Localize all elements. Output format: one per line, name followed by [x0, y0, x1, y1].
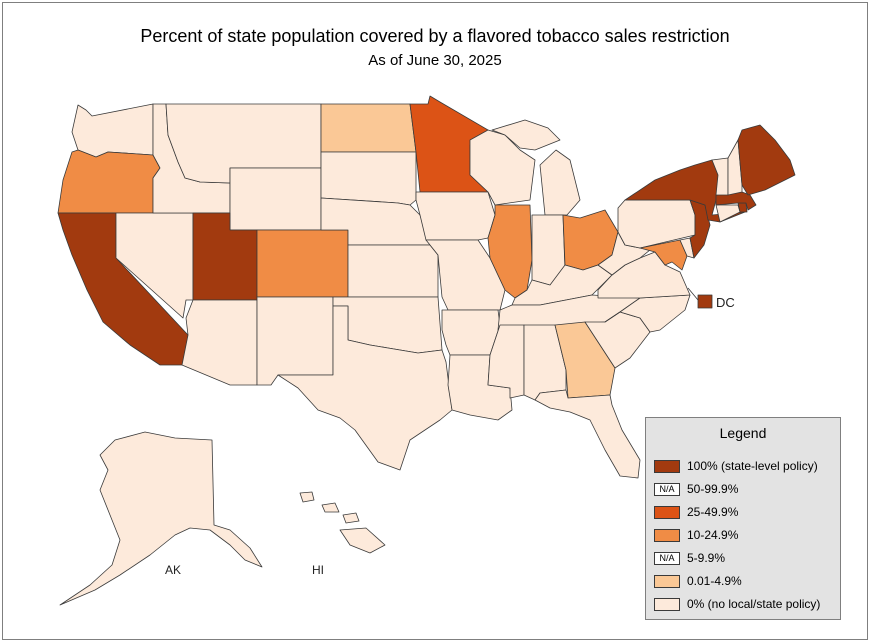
state-ia [415, 191, 496, 241]
state-wy [229, 167, 322, 231]
state-ks [347, 244, 439, 298]
ak-label: AK [165, 563, 182, 577]
legend-item: 25-49.9% [654, 504, 738, 520]
state-ct [715, 204, 741, 223]
state-or [57, 149, 161, 214]
legend-swatch [654, 528, 680, 542]
state-hi-2 [321, 502, 340, 513]
legend-label: 5-9.9% [687, 551, 726, 565]
legend-swatch [654, 597, 680, 611]
legend-item: N/A 50-99.9% [654, 481, 738, 497]
state-nh [727, 139, 743, 196]
state-wi [469, 129, 536, 206]
state-wa [71, 103, 154, 158]
state-az [181, 299, 258, 386]
state-ny [624, 159, 746, 223]
state-tx [277, 305, 453, 471]
legend-item: N/A 5-9.9% [654, 550, 725, 566]
state-nm [256, 296, 334, 386]
legend-label: 10-24.9% [687, 528, 739, 542]
hi-label: HI [312, 563, 324, 577]
state-sd [320, 151, 417, 206]
state-ar [441, 309, 501, 356]
legend-swatch: N/A [654, 551, 680, 565]
state-hi-4 [339, 527, 386, 554]
state-ri [737, 202, 748, 213]
state-hi-3 [342, 512, 360, 524]
legend-item: 10-24.9% [654, 527, 738, 543]
dc-label: DC [716, 295, 735, 310]
legend-label: 0.01-4.9% [687, 574, 742, 588]
legend-label: 50-99.9% [687, 482, 739, 496]
legend-swatch: N/A [654, 482, 680, 496]
legend-item: 0.01-4.9% [654, 573, 742, 589]
legend-swatch [654, 505, 680, 519]
state-co [256, 229, 349, 298]
map-subtitle: As of June 30, 2025 [368, 52, 502, 69]
legend: Legend 100% (state-level policy) N/A 50-… [645, 417, 841, 620]
legend-swatch [654, 574, 680, 588]
legend-item: 0% (no local/state policy) [654, 596, 820, 612]
state-il [487, 204, 533, 299]
legend-swatch [654, 459, 680, 473]
state-ak [59, 431, 263, 606]
legend-label: 100% (state-level policy) [687, 459, 818, 473]
state-fl [534, 389, 641, 479]
state-nc [604, 294, 691, 333]
state-me [737, 124, 796, 196]
state-hi-1 [299, 491, 315, 503]
legend-title: Legend [719, 425, 767, 441]
dc-leader-line [687, 287, 699, 301]
legend-label: 25-49.9% [687, 505, 739, 519]
state-dc [697, 294, 713, 309]
map-title: Percent of state population covered by a… [140, 26, 730, 46]
state-mi-up [491, 119, 561, 151]
state-vt [711, 157, 729, 196]
legend-item: 100% (state-level policy) [654, 458, 818, 474]
state-ma [715, 191, 757, 211]
state-nd [320, 103, 417, 153]
state-mi [539, 149, 581, 216]
legend-label: 0% (no local/state policy) [687, 597, 821, 611]
